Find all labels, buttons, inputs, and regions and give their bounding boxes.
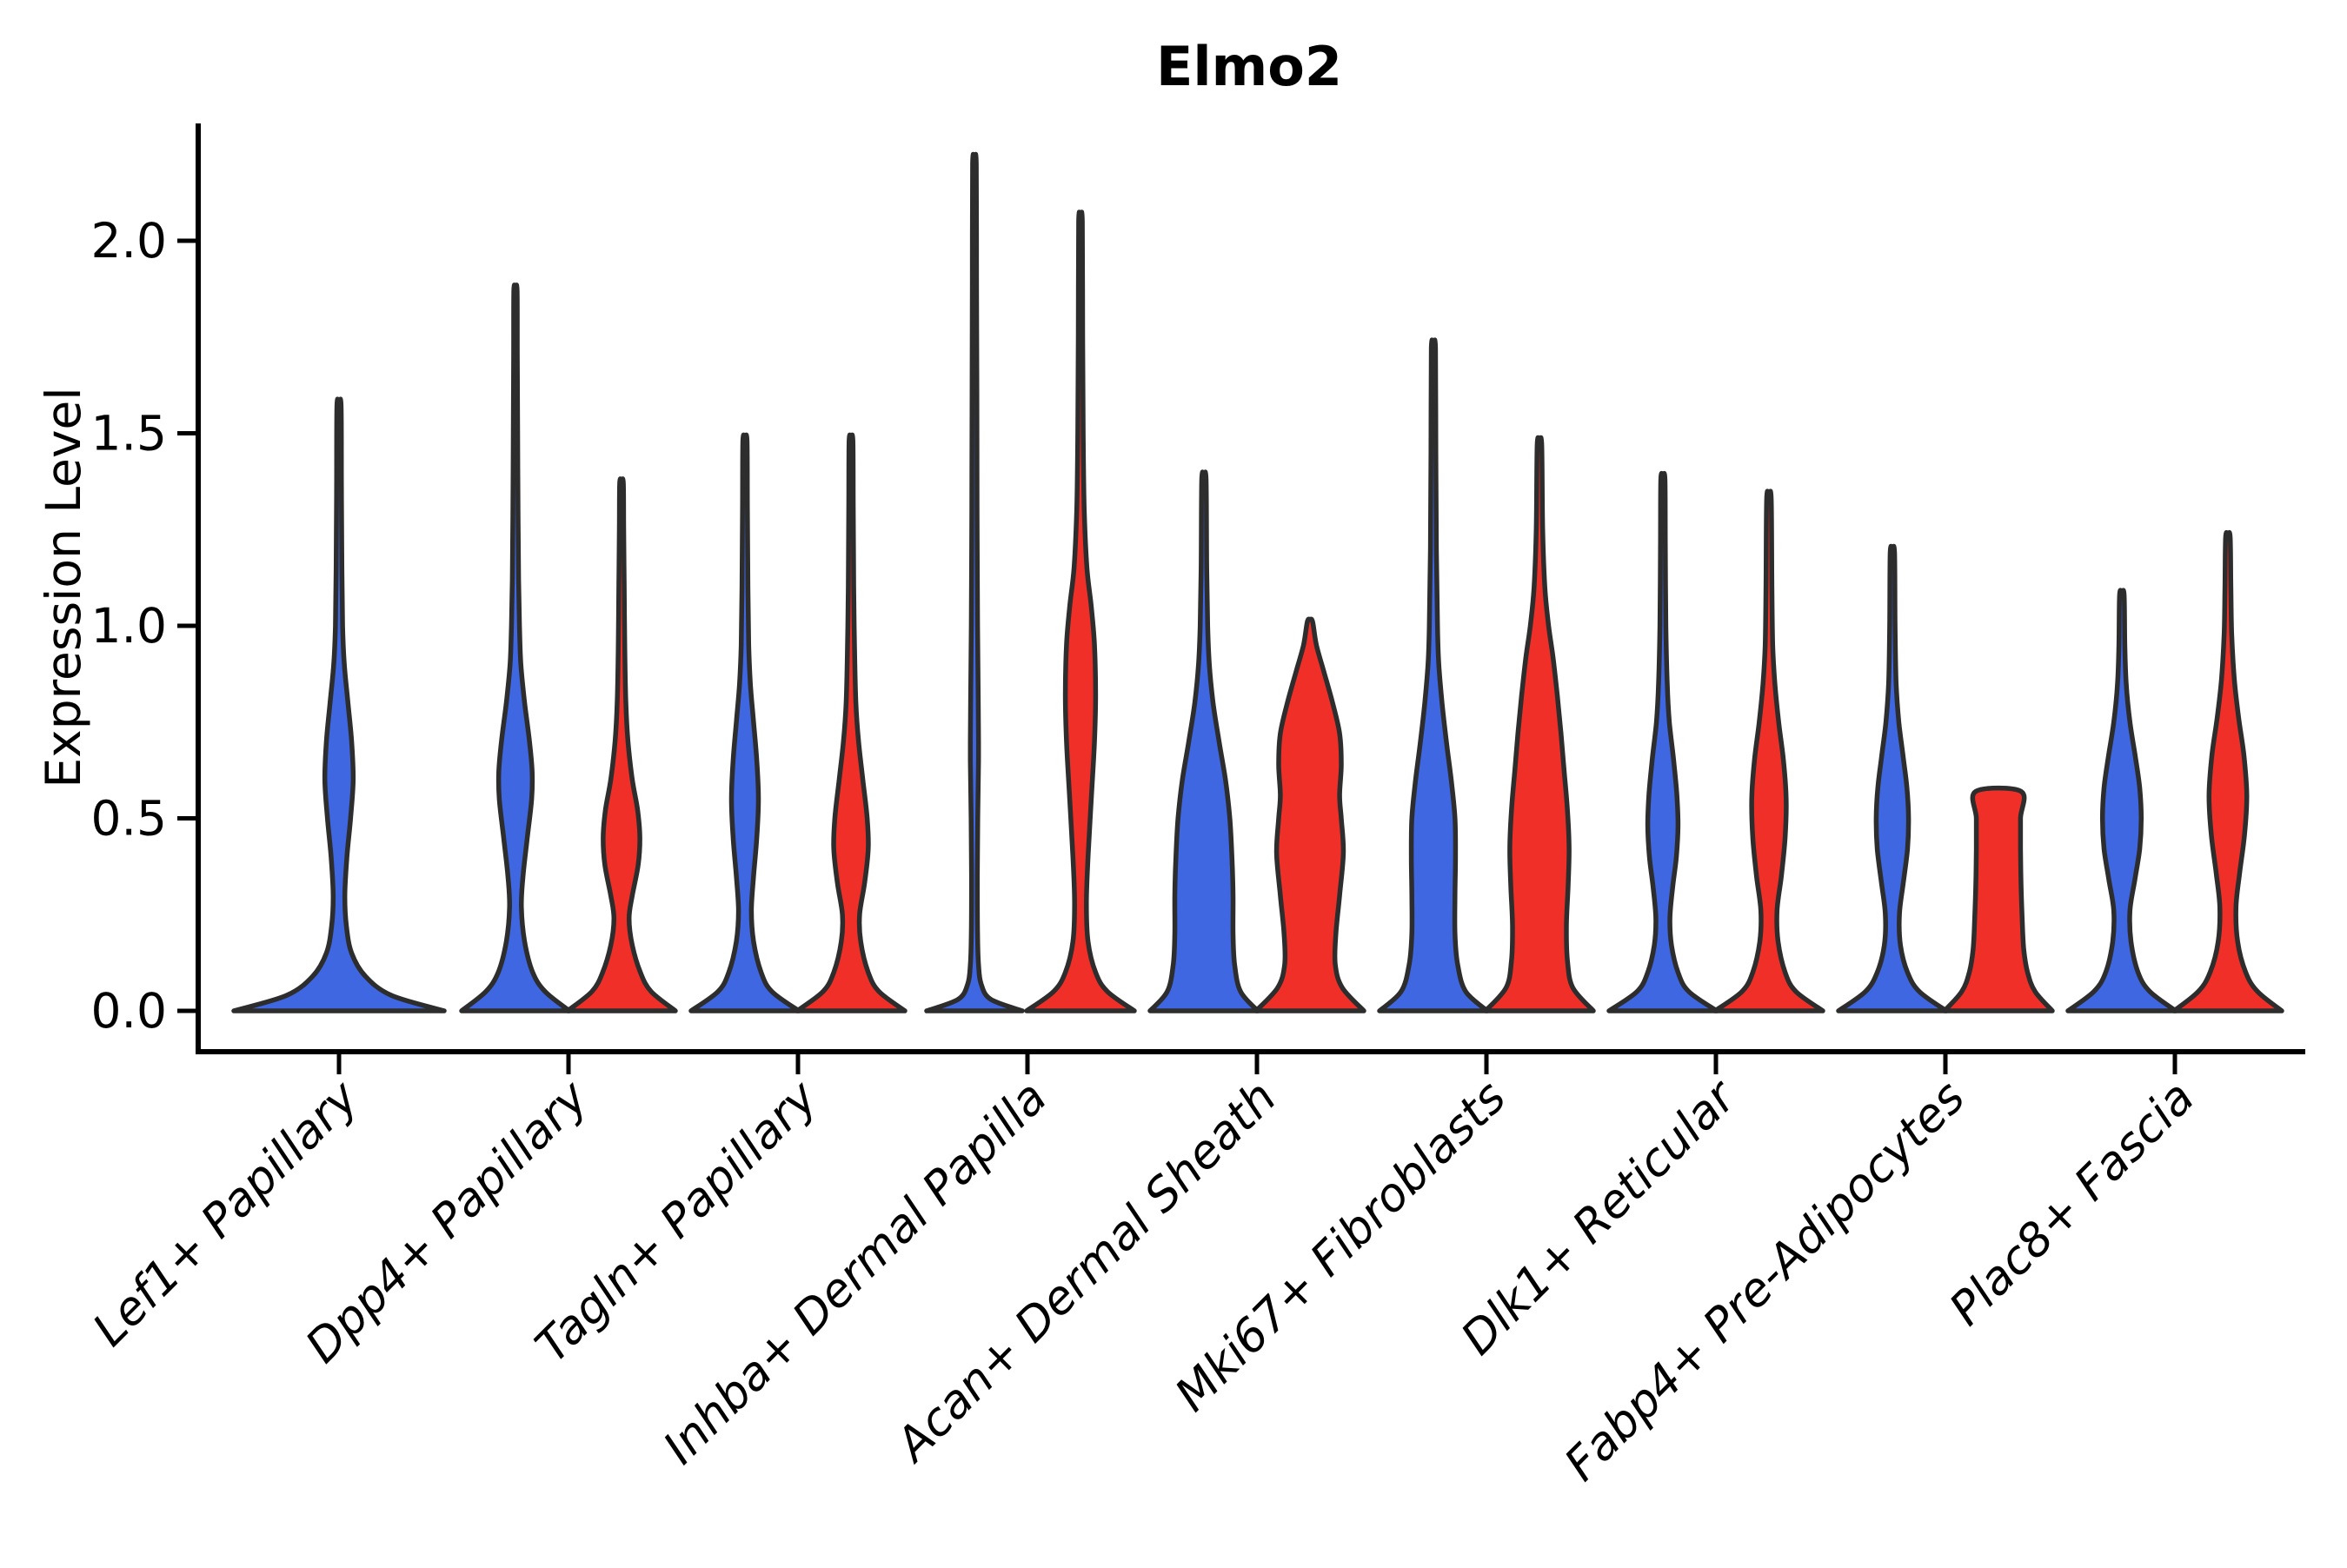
x-tick-label-acan-dermal-sheath: Acan+ Dermal Sheath [885,1071,1287,1473]
violin-dlk1-reticular-blue [1606,470,1719,1013]
x-tick-label-fabp4-pre-adipocytes: Fabp4+ Pre-Adipocytes [1555,1071,1976,1492]
violin-plac8-fascia-blue [2065,588,2178,1013]
x-tick-label-plac8-fascia: Plac8+ Fascia [1939,1071,2204,1336]
y-tick-label: 0.5 [91,791,167,847]
y-axis-ticks: 0.0 0.5 1.0 1.5 2.0 [91,213,198,1039]
violin-lef1-papillary-blue [231,396,447,1013]
violin-inhba-dermal-papilla-blue [924,151,1025,1013]
violin-dlk1-reticular-red [1712,488,1825,1013]
y-axis-label: Expression Level [36,387,91,787]
violins-layer [231,151,2284,1013]
violin-plac8-fascia-red [2171,529,2284,1013]
violin-dpp4-papillary-blue [459,282,572,1013]
y-tick-label: 1.5 [91,406,167,462]
violin-tagln-papillary-red [795,432,908,1013]
violin-dpp4-papillary-red [565,476,678,1013]
x-tick-label-inhba-dermal-papilla: Inhba+ Dermal Papilla [654,1071,1057,1474]
violin-fabp4-pre-adipocytes-blue [1836,543,1949,1013]
y-tick-label: 0.0 [91,983,167,1039]
violin-acan-dermal-sheath-blue [1147,469,1260,1013]
violin-mki67-fibroblasts-blue [1377,337,1490,1013]
y-tick-label: 1.0 [91,598,167,654]
violin-mki67-fibroblasts-red [1483,435,1596,1013]
violin-acan-dermal-sheath-red [1253,616,1366,1013]
axes-layer [196,123,2305,1054]
violin-fabp4-pre-adipocytes-red [1942,785,2055,1013]
violin-inhba-dermal-papilla-red [1024,209,1137,1013]
chart-title: Elmo2 [1156,35,1342,98]
y-tick-label: 2.0 [91,213,167,269]
violin-tagln-papillary-blue [688,432,801,1013]
